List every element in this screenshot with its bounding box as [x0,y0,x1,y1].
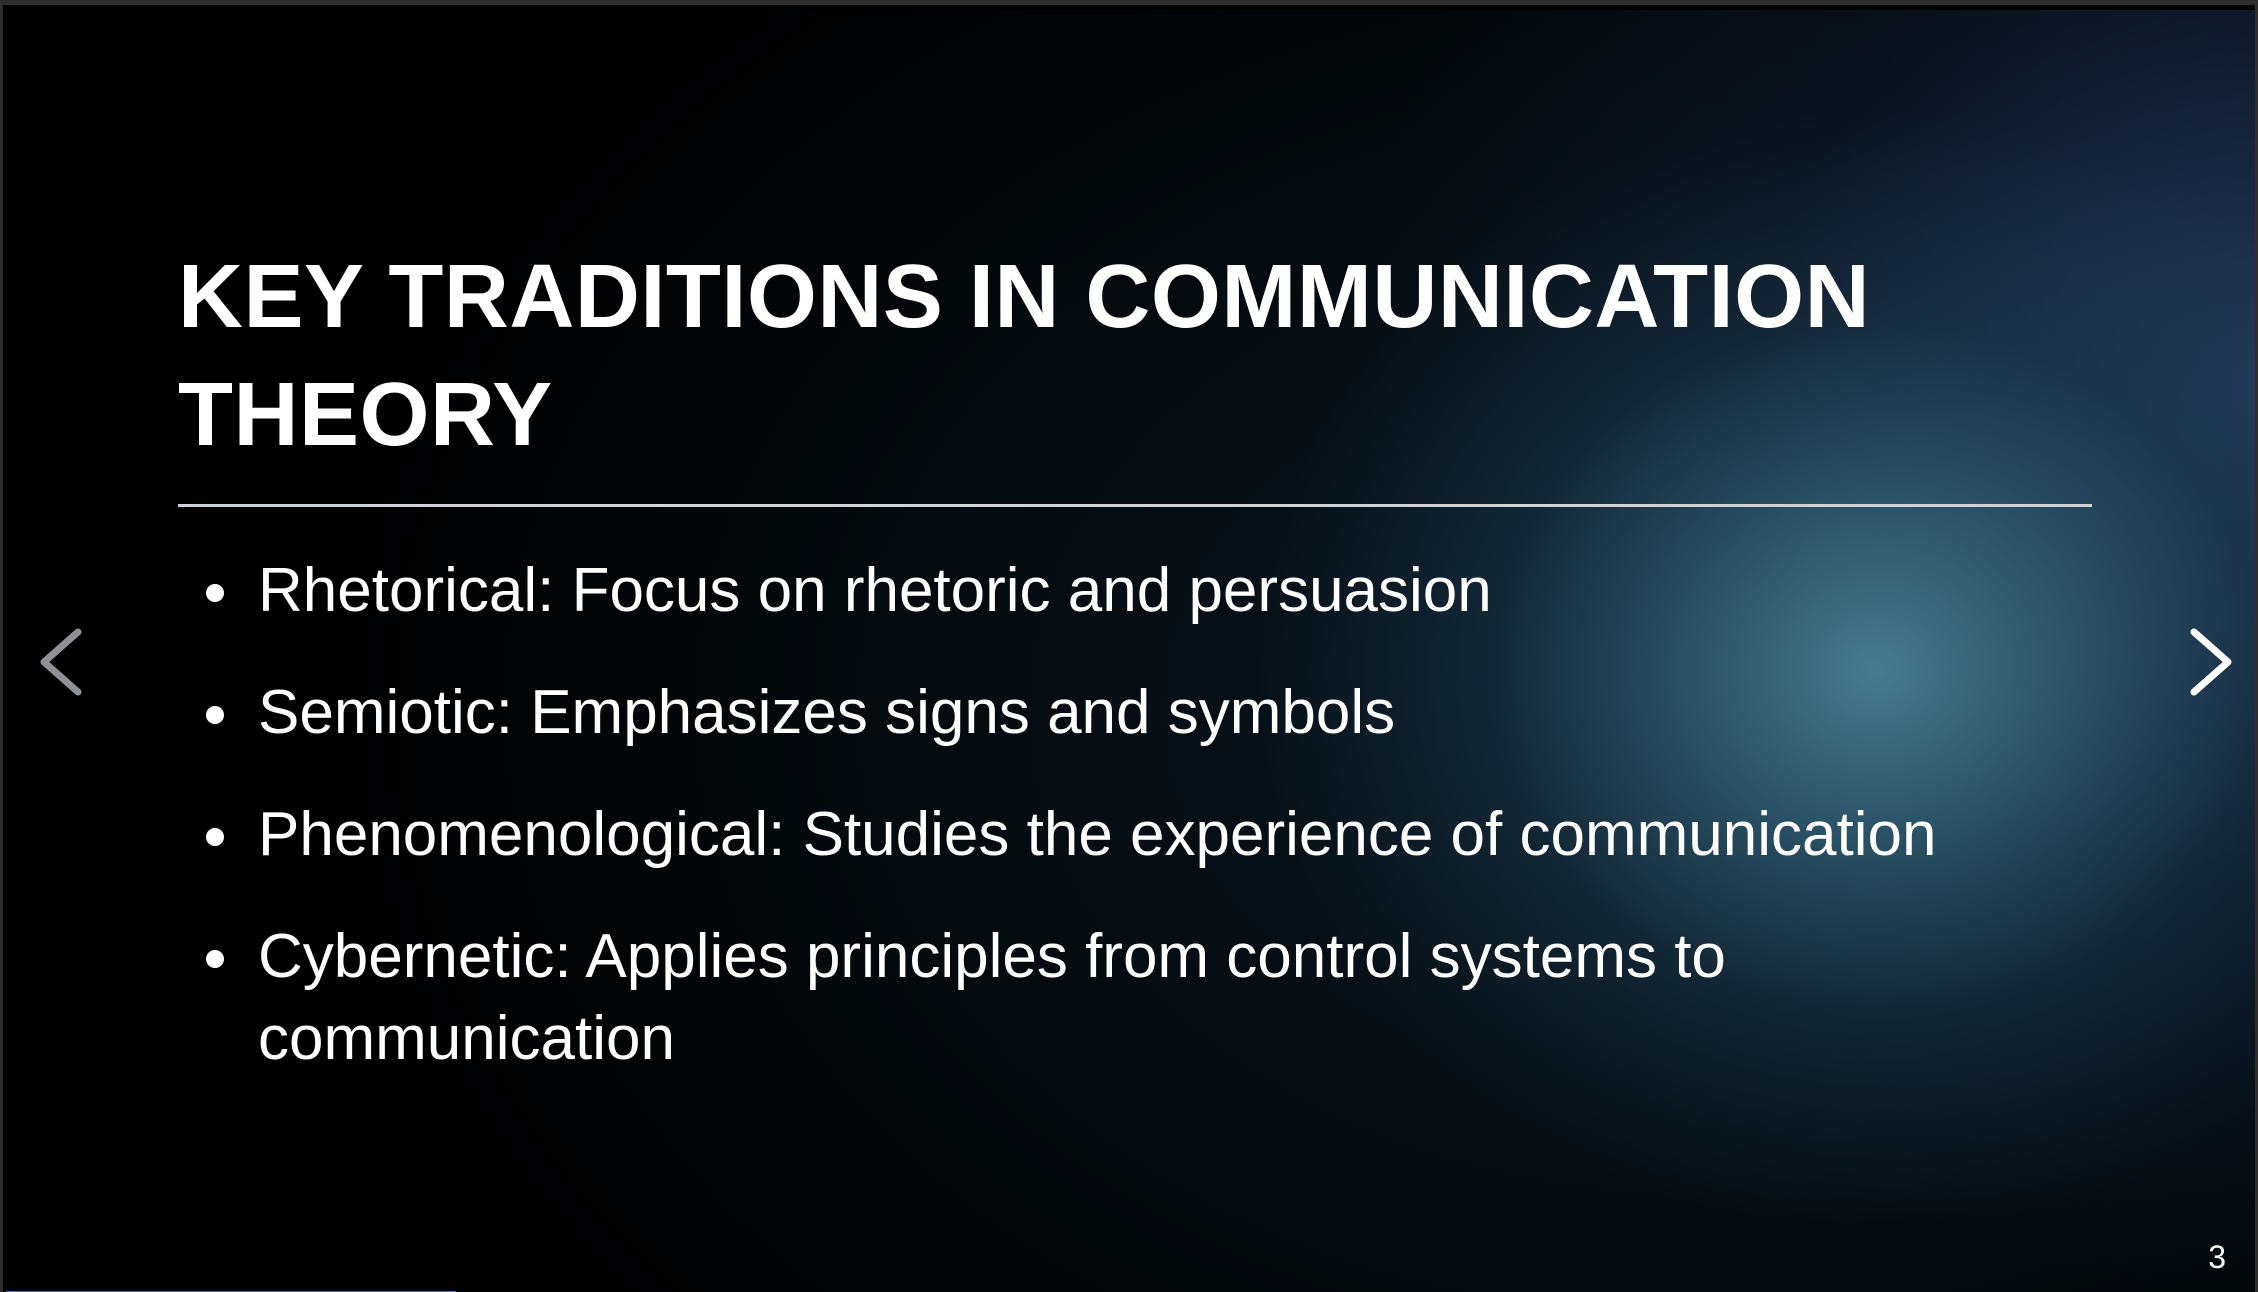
bullet-dot-icon [206,950,224,968]
title-divider [178,504,2092,507]
previous-slide-button[interactable] [34,622,94,702]
bullet-text: Phenomenological: Studies the experience… [258,800,1937,869]
bullet-item: Semiotic: Emphasizes signs and symbols [202,672,2102,754]
next-slide-button[interactable] [2178,622,2238,702]
bullet-text: Cybernetic: Applies principles from cont… [258,922,1726,1073]
chevron-left-icon [40,628,82,696]
bullet-dot-icon [206,828,224,846]
bullet-dot-icon [206,584,224,602]
slide-title: KEY TRADITIONS IN COMMUNICATION THEORY [178,247,1871,465]
slide: KEY TRADITIONS IN COMMUNICATION THEORY R… [6,10,2255,1292]
bullet-dot-icon [206,706,224,724]
chevron-right-icon [2190,628,2232,696]
bullet-item: Cybernetic: Applies principles from cont… [202,916,2102,1080]
bullet-text: Rhetorical: Focus on rhetoric and persua… [258,556,1492,625]
bullet-text: Semiotic: Emphasizes signs and symbols [258,678,1396,747]
bullet-item: Phenomenological: Studies the experience… [202,794,2102,876]
slide-page-number: 3 [2208,1239,2226,1275]
bullet-list: Rhetorical: Focus on rhetoric and persua… [202,550,2102,1120]
bullet-item: Rhetorical: Focus on rhetoric and persua… [202,550,2102,632]
